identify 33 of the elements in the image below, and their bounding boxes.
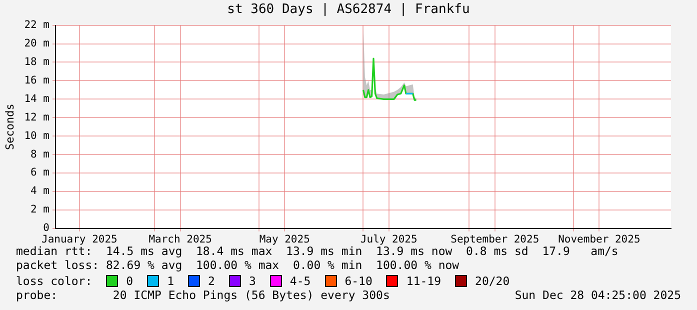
y-tick-label: 6 m xyxy=(30,166,50,179)
y-tick-label: 4 m xyxy=(30,185,50,198)
legend-label: 2 xyxy=(208,274,215,288)
text: packet loss: 82.69 % avg 100.00 % max 0.00 % min 100.00 % now xyxy=(16,258,460,272)
y-axis-title: Seconds xyxy=(3,104,16,150)
y-tick-label: 18 m xyxy=(24,56,50,68)
legend-label: 20/20 xyxy=(475,274,510,288)
legend-label: 6-10 xyxy=(344,274,372,288)
y-tick-label: 8 m xyxy=(30,148,50,160)
x-tick-label: March 2025 xyxy=(148,233,212,246)
legend-label: 4-5 xyxy=(290,274,311,288)
chart-title: st 360 Days | AS62874 | Frankfu xyxy=(226,2,471,17)
y-tick-label: 0 xyxy=(43,222,50,234)
y-tick-label: 22 m xyxy=(24,19,50,32)
legend-label: 1 xyxy=(167,274,174,288)
text: Sun Dec 28 04:25:00 2025 xyxy=(514,288,681,302)
y-tick-label: 12 m xyxy=(24,111,50,124)
legend-title: loss color: xyxy=(16,274,92,288)
legend-label: 0 xyxy=(126,274,134,288)
y-tick-label: 16 m xyxy=(24,74,50,86)
legend-label: 11-19 xyxy=(406,274,442,288)
x-tick-label: May 2025 xyxy=(259,233,310,246)
y-tick-label: 2 m xyxy=(30,204,50,216)
x-tick-label: September 2025 xyxy=(450,233,540,246)
y-tick-label: 14 m xyxy=(24,92,50,105)
text: median rtt: 14.5 ms avg 18.4 ms max 13.9 ms min 13.9 ms now 0.8 ms sd 17.9 am/s xyxy=(16,244,618,258)
x-tick-label: July 2025 xyxy=(360,233,418,246)
text: probe: 20 ICMP Echo Pings (56 Bytes) every 300s xyxy=(16,288,390,302)
y-tick-label: 20 m xyxy=(24,38,50,50)
x-tick-label: January 2025 xyxy=(41,233,118,246)
legend-label: 3 xyxy=(248,274,256,288)
x-tick-label: November 2025 xyxy=(558,233,640,246)
y-tick-label: 10 m xyxy=(24,130,50,142)
